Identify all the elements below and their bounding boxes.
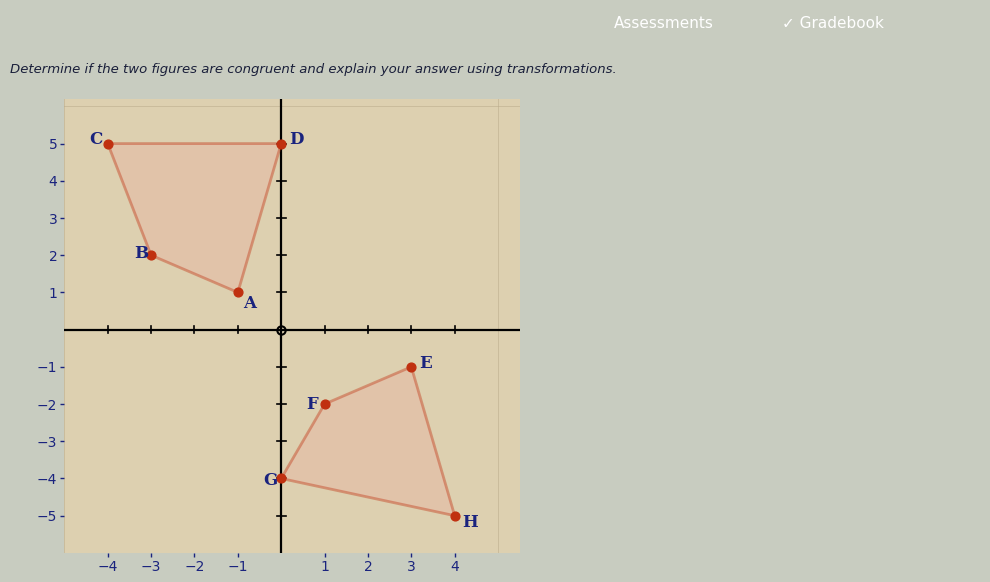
Point — [273, 139, 289, 148]
Text: A: A — [243, 295, 256, 312]
Text: D: D — [289, 130, 304, 148]
Point — [144, 251, 159, 260]
Polygon shape — [108, 144, 281, 292]
Text: F: F — [306, 396, 318, 413]
Text: C: C — [89, 130, 103, 148]
Polygon shape — [281, 367, 454, 516]
Text: H: H — [462, 514, 478, 531]
Text: ✓ Gradebook: ✓ Gradebook — [782, 16, 884, 30]
Point — [273, 474, 289, 483]
Point — [230, 288, 246, 297]
Text: G: G — [263, 472, 277, 489]
Text: B: B — [135, 245, 148, 262]
Point — [446, 511, 462, 520]
Text: E: E — [419, 356, 432, 372]
Text: Determine if the two figures are congruent and explain your answer using transfo: Determine if the two figures are congrue… — [10, 63, 617, 76]
Point — [403, 362, 419, 371]
Point — [100, 139, 116, 148]
Text: Assessments: Assessments — [614, 16, 714, 30]
Point — [317, 399, 333, 409]
